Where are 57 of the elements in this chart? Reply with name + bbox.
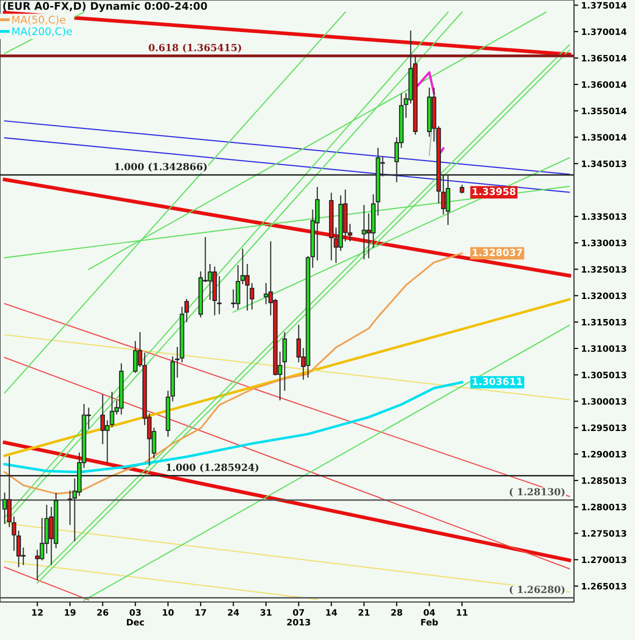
y-tick-label: 1.280013 xyxy=(582,504,626,510)
y-tick-label: 1.375014 xyxy=(582,2,626,9)
x-tick-label: 10 xyxy=(162,609,174,616)
y-tick-label: 1.300013 xyxy=(582,398,626,405)
y-tick-label: 1.335013 xyxy=(582,213,626,220)
ref-line-label: 1.000 (1.285924) xyxy=(166,463,258,472)
candlestick xyxy=(175,346,180,378)
candlestick xyxy=(217,276,222,314)
line-series xyxy=(3,381,464,474)
candlestick xyxy=(184,298,189,322)
y-tick-label: 1.275013 xyxy=(582,530,626,537)
y-tick-label: 1.310013 xyxy=(582,345,626,352)
y-tick-label: 1.295013 xyxy=(582,424,626,432)
y-tick-label: 1.355014 xyxy=(582,108,626,114)
y-tick-label: 1.330013 xyxy=(582,240,626,246)
y-tick-label: 1.290013 xyxy=(582,450,626,458)
y-tick-label: 1.370014 xyxy=(582,28,626,36)
y-tick-label: 1.265013 xyxy=(582,582,626,590)
candlestick xyxy=(282,332,287,391)
y-tick-label: 1.270013 xyxy=(582,556,626,564)
candlestick xyxy=(12,516,16,551)
y-tick-label: 1.350014 xyxy=(582,134,626,141)
x-tick-label: 07 2013 xyxy=(287,609,310,626)
y-tick-label: 1.285013 xyxy=(582,477,626,484)
x-tick-label: 19 xyxy=(64,609,76,616)
y-tick-label: 1.315013 xyxy=(582,318,626,326)
line-series xyxy=(4,252,463,495)
x-tick-label: 24 xyxy=(228,609,240,616)
y-tick-label: 1.365014 xyxy=(582,54,626,62)
ref-line-label: 1.000 (1.342866) xyxy=(115,162,207,172)
x-tick-label: 28 xyxy=(391,609,402,616)
x-tick-label: 26 xyxy=(97,609,108,616)
ref-line-label: ( 1.28130) xyxy=(510,488,564,497)
x-tick-label: 12 xyxy=(32,609,43,616)
y-tick-label: 1.320013 xyxy=(582,292,626,300)
x-tick-label: 04 Feb xyxy=(421,609,438,626)
candlestick xyxy=(250,283,254,310)
y-tick-label: 1.305013 xyxy=(582,372,626,378)
x-tick-label: 14 xyxy=(326,609,338,616)
chart-title: (EUR A0-FX,D) Dynamic 0:00-24:00 xyxy=(3,2,208,12)
x-tick-label: 31 xyxy=(260,609,272,616)
annotation: 1.33958 xyxy=(472,188,516,196)
x-tick-label: 11 xyxy=(456,609,468,616)
candlestick xyxy=(133,341,138,373)
legend-label: MA(50,C)e xyxy=(12,16,66,25)
x-tick-label: 17 xyxy=(196,609,206,616)
x-tick-label: 21 xyxy=(358,609,370,616)
y-tick-label: 1.360014 xyxy=(582,81,626,88)
annotation: 1.328037 xyxy=(472,248,522,256)
annotation: 1.303611 xyxy=(472,378,522,386)
legend-label: MA(200,C)e xyxy=(12,27,72,36)
x-tick-label: 03 Dec xyxy=(126,609,144,626)
ref-line-label: 0.618 (1.365415) xyxy=(148,44,242,53)
y-tick-label: 1.345013 xyxy=(582,160,626,168)
y-tick-label: 1.325013 xyxy=(582,266,626,273)
ref-line-label: ( 1.26280) xyxy=(510,586,564,594)
candlestick xyxy=(68,490,72,525)
